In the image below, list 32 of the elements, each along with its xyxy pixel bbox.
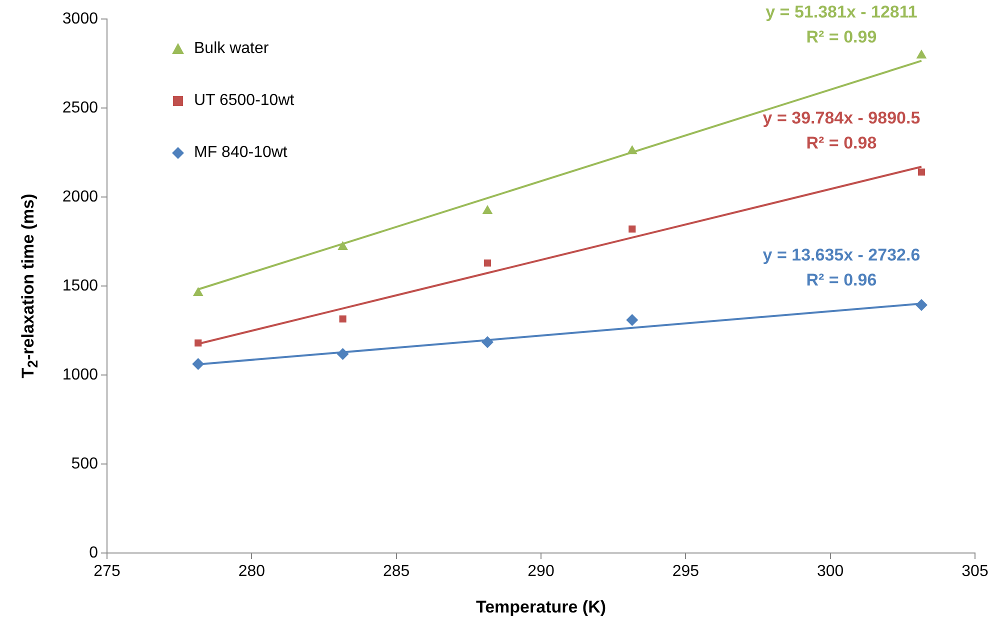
x-tick-label: 275 bbox=[94, 563, 120, 580]
x-tick-label: 305 bbox=[962, 563, 988, 580]
point bbox=[482, 205, 493, 214]
annotation: R² = 0.98 bbox=[806, 133, 877, 152]
x-tick-label: 285 bbox=[382, 563, 410, 580]
point bbox=[192, 286, 204, 296]
legend-label: MF 840-10wt bbox=[194, 144, 288, 162]
annotation: R² = 0.99 bbox=[806, 28, 877, 47]
point bbox=[918, 168, 926, 176]
annotation: y = 13.635x - 2732.6 bbox=[762, 245, 920, 264]
y-tick-label: 2500 bbox=[62, 99, 98, 116]
point bbox=[628, 226, 636, 233]
legend-label: UT 6500-10wt bbox=[194, 92, 294, 110]
annotation: y = 51.381x - 12811 bbox=[766, 2, 918, 22]
point bbox=[339, 315, 346, 322]
x-tick-label: 295 bbox=[672, 563, 700, 580]
y-tick-label: 3000 bbox=[62, 10, 98, 28]
point bbox=[916, 49, 927, 58]
annotation: y = 39.784x - 9890.5 bbox=[762, 108, 920, 128]
legend-label: Bulk water bbox=[194, 40, 269, 58]
x-axis-title: Temperature (K) bbox=[476, 597, 606, 616]
annotation: R² = 0.96 bbox=[806, 270, 877, 290]
y-tick-label: 2000 bbox=[62, 188, 98, 206]
y-tick-label: 0 bbox=[89, 544, 98, 562]
y-tick-label: 1000 bbox=[62, 366, 98, 384]
x-tick-label: 290 bbox=[528, 563, 554, 580]
x-tick-label: 300 bbox=[816, 563, 844, 580]
y-tick-label: 500 bbox=[71, 455, 98, 472]
point bbox=[484, 260, 492, 267]
point bbox=[626, 314, 638, 326]
y-tick-label: 1500 bbox=[62, 277, 98, 294]
x-tick-label: 280 bbox=[238, 563, 266, 580]
